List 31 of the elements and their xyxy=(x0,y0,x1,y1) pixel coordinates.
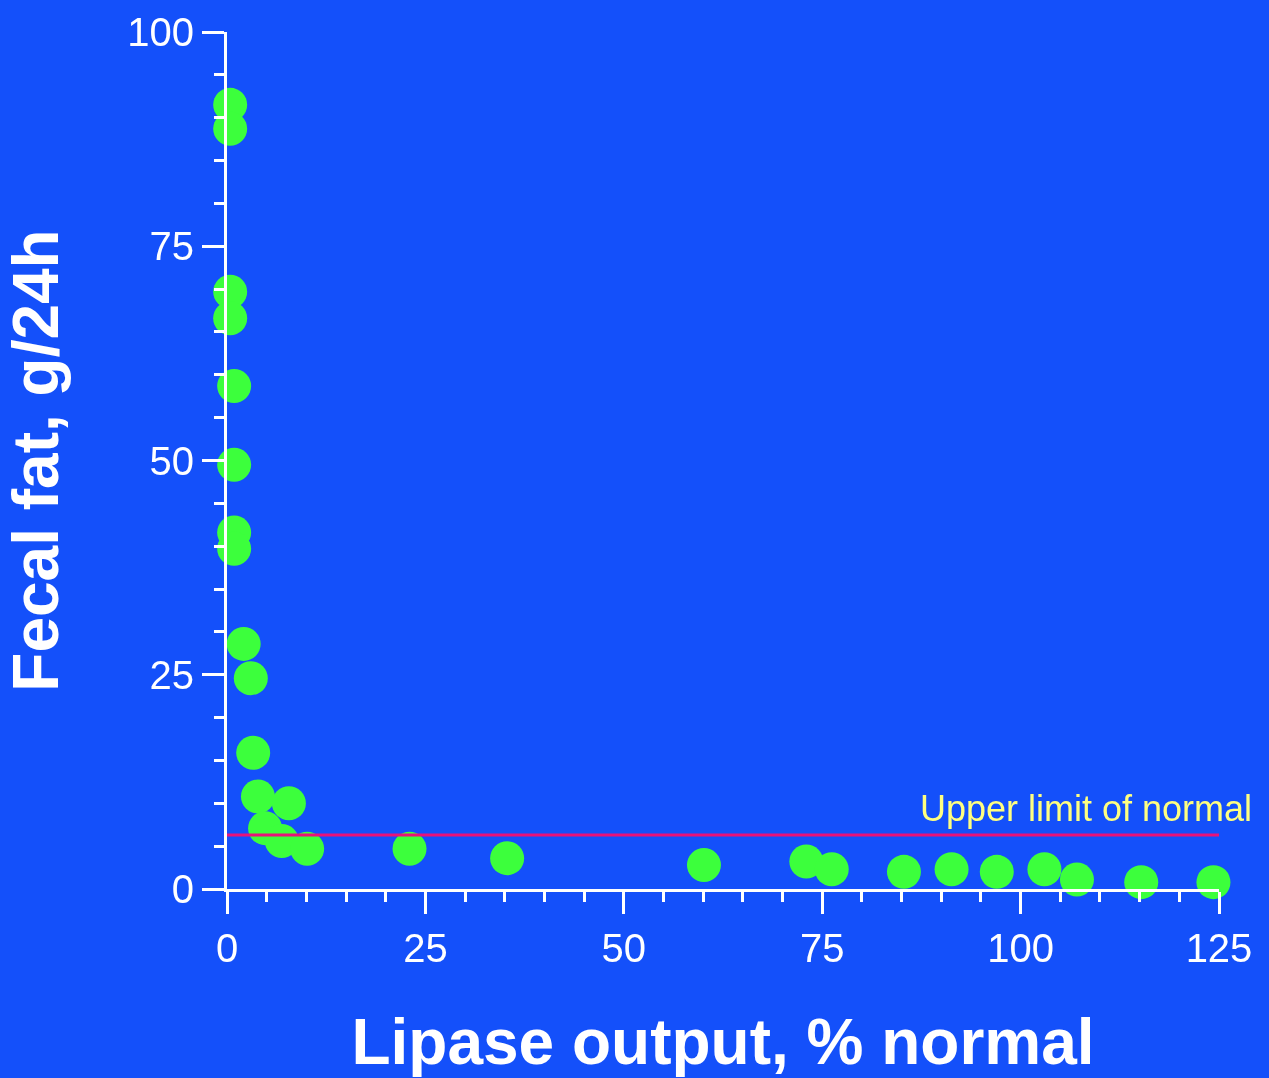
point xyxy=(490,841,525,876)
point xyxy=(217,368,252,403)
y-tick-label: 25 xyxy=(149,652,194,697)
point xyxy=(226,626,261,661)
point xyxy=(271,786,306,821)
point xyxy=(934,852,969,887)
x-tick-label: 0 xyxy=(215,926,239,970)
y-tick-label: 100 xyxy=(127,10,194,54)
point xyxy=(979,854,1014,889)
x-axis-title: Lipase output, % normal xyxy=(351,1006,1095,1078)
x-tick-label: 100 xyxy=(987,926,1054,970)
point xyxy=(686,848,721,882)
point xyxy=(1059,862,1094,897)
point xyxy=(1196,865,1231,900)
point xyxy=(814,852,849,887)
y-axis-title: Fecal fat, g/24h xyxy=(0,229,72,692)
x-tick-label: 125 xyxy=(1185,926,1253,970)
point xyxy=(290,831,325,866)
y-tick-label: 50 xyxy=(149,438,194,483)
x-tick-label: 25 xyxy=(403,926,448,970)
y-tick-label: 75 xyxy=(149,224,194,269)
x-tick-label: 75 xyxy=(799,926,845,970)
x-tick-label: 50 xyxy=(601,926,647,970)
point xyxy=(236,735,271,770)
point xyxy=(240,779,275,814)
point xyxy=(886,854,921,889)
point xyxy=(233,661,268,696)
point xyxy=(1027,852,1062,887)
point xyxy=(392,831,427,866)
y-tick-label: 0 xyxy=(171,867,194,911)
ref-line-label: Upper limit of normal xyxy=(920,788,1253,829)
